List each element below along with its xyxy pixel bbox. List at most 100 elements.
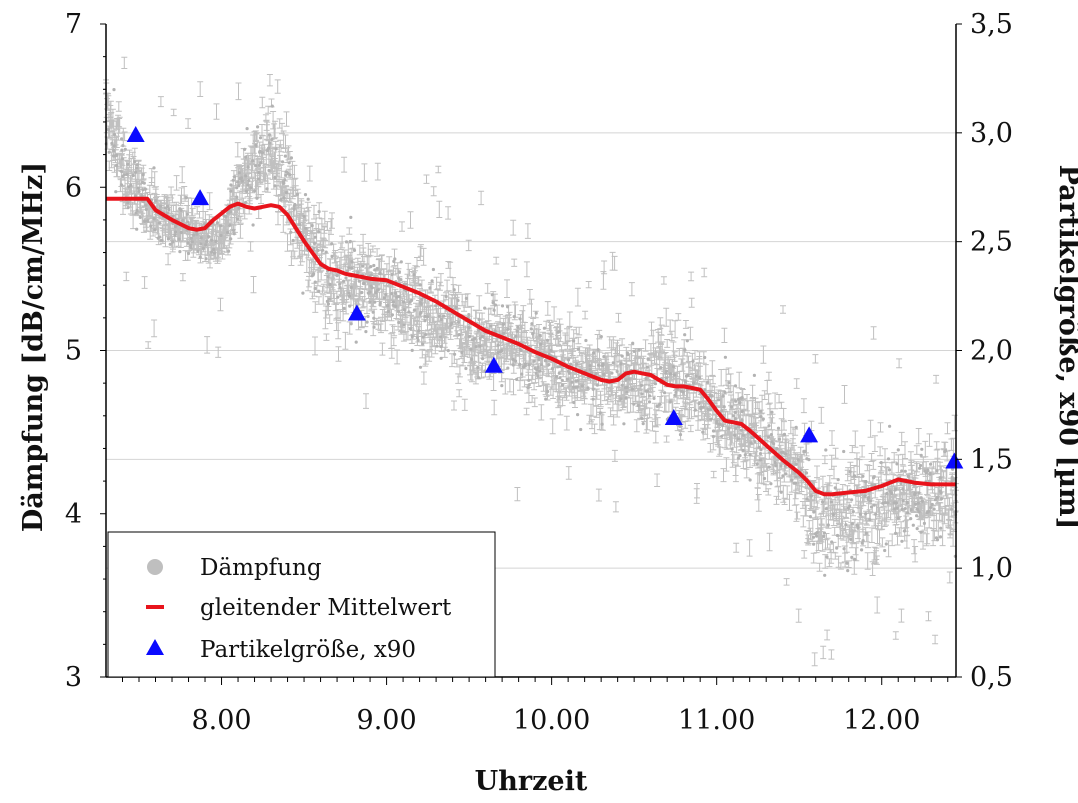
data-point <box>348 304 352 308</box>
data-point <box>664 369 669 373</box>
data-point <box>542 326 547 330</box>
data-point <box>637 348 641 352</box>
data-point <box>514 359 518 363</box>
data-point <box>106 128 111 132</box>
data-point <box>740 410 744 414</box>
data-point <box>900 507 904 511</box>
data-point <box>759 415 763 419</box>
data-point <box>720 434 724 438</box>
data-point <box>915 527 919 531</box>
data-point <box>313 280 317 284</box>
data-point <box>620 354 624 358</box>
data-point <box>273 175 277 180</box>
data-point <box>165 211 169 215</box>
data-point <box>397 320 401 325</box>
data-point <box>506 305 510 309</box>
data-point <box>727 426 731 431</box>
data-point <box>933 498 938 502</box>
data-point <box>896 516 901 520</box>
data-point <box>121 144 125 148</box>
data-point <box>693 408 698 412</box>
data-point <box>476 365 480 370</box>
data-point <box>868 499 873 503</box>
data-point <box>408 327 413 331</box>
data-point <box>861 539 865 543</box>
data-point <box>184 196 188 200</box>
data-point <box>919 530 923 534</box>
data-point <box>903 507 907 511</box>
y-tick-label: 5 <box>65 336 82 367</box>
data-point <box>126 206 130 210</box>
data-point <box>338 282 342 286</box>
data-point <box>905 500 909 504</box>
particle-size-point <box>945 452 964 469</box>
data-point <box>869 505 874 509</box>
data-point <box>922 521 927 526</box>
data-point <box>235 186 239 190</box>
data-point <box>694 374 698 378</box>
data-point <box>328 282 332 286</box>
data-point <box>214 239 218 243</box>
data-point <box>781 474 785 478</box>
data-point <box>576 413 580 417</box>
data-point <box>198 255 202 259</box>
data-point <box>431 267 435 272</box>
data-point <box>938 476 942 480</box>
data-point <box>856 526 860 530</box>
data-point <box>534 311 538 315</box>
data-point <box>112 148 116 153</box>
data-point <box>246 183 250 187</box>
y-axis-title: Dämpfung [dB/cm/MHz] <box>18 162 49 532</box>
data-point <box>733 433 737 437</box>
data-point <box>842 449 846 454</box>
data-point <box>210 250 214 254</box>
data-point <box>470 338 474 342</box>
data-point <box>141 188 145 192</box>
data-point <box>186 220 190 224</box>
data-point <box>864 512 868 516</box>
data-point <box>864 531 868 535</box>
data-point <box>421 335 425 339</box>
data-point <box>349 322 353 326</box>
data-point <box>368 290 372 294</box>
data-point <box>205 239 209 243</box>
data-point <box>235 195 239 199</box>
data-point <box>189 236 193 240</box>
data-point <box>254 143 258 147</box>
data-point <box>313 286 317 291</box>
data-point <box>373 268 377 272</box>
data-point <box>527 383 531 387</box>
data-point <box>126 162 130 166</box>
data-point <box>723 355 728 359</box>
data-point <box>901 487 905 491</box>
data-point <box>679 389 683 393</box>
data-point <box>186 251 191 256</box>
data-point <box>674 390 678 394</box>
data-point <box>423 314 427 318</box>
data-point <box>372 316 376 320</box>
data-point <box>302 214 306 218</box>
data-point <box>939 497 944 501</box>
data-point <box>887 468 892 472</box>
data-point <box>478 344 482 348</box>
data-point <box>896 448 900 452</box>
data-point <box>185 212 189 216</box>
legend-label-partikelgroesse: Partikelgröße, x90 <box>200 637 416 663</box>
data-point <box>396 309 401 314</box>
data-point <box>560 378 564 382</box>
data-point <box>373 300 377 304</box>
data-point <box>567 371 572 375</box>
data-point <box>227 249 231 253</box>
data-point <box>906 511 910 515</box>
data-point <box>293 202 297 207</box>
data-point <box>529 327 533 331</box>
data-point <box>803 449 807 453</box>
data-point <box>492 308 496 312</box>
data-point <box>251 159 255 163</box>
data-point <box>812 542 816 546</box>
data-point <box>811 535 816 539</box>
data-point <box>527 378 531 382</box>
data-point <box>428 286 432 290</box>
data-point <box>737 425 741 429</box>
legend-label-mittelwert: gleitender Mittelwert <box>200 595 452 621</box>
